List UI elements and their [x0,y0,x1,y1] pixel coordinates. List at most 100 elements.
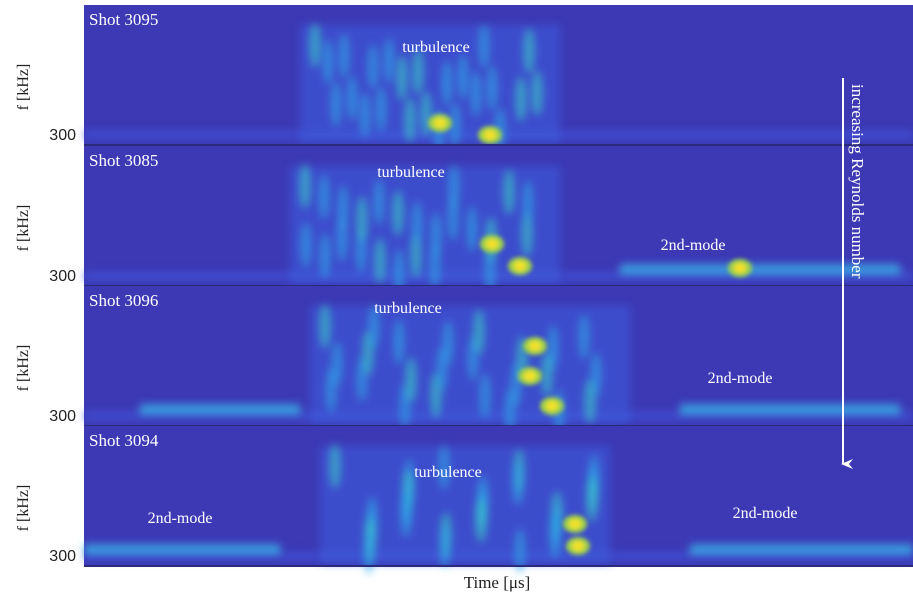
annotation: turbulence [414,464,482,481]
turbulence-streak [480,374,490,418]
y-axis-label: f [kHz] [15,205,32,252]
turbulence-streak [443,321,453,365]
y-tick-label: 300 [49,127,76,144]
hot-spot [529,341,541,351]
hot-spot [434,118,446,128]
turbulence-streak [458,55,468,99]
y-tick-label: 300 [49,268,76,285]
mode-band [140,404,300,414]
annotation: 2nd-mode [661,237,726,254]
panel: Shot 3096 turbulence 2nd-mode 300 f [kHz] [15,286,913,434]
shot-label: Shot 3096 [89,291,158,310]
turbulence-streak [474,310,484,354]
turbulence-streak [320,234,330,278]
turbulence-streak [347,76,357,120]
turbulence-streak [479,24,489,68]
hot-spot [514,261,526,271]
turbulence-streak [401,493,411,537]
turbulence-streak [369,305,379,349]
turbulence-streak [300,164,310,208]
hot-spots [428,114,502,144]
annotation: 2nd-mode [733,505,798,522]
turbulence-streak [504,170,514,214]
y-axis-label: f [kHz] [15,64,32,111]
annotation: turbulence [374,300,442,317]
turbulence-streak [524,29,534,73]
annotation: turbulence [402,39,470,56]
turbulence-streak [338,186,348,230]
y-tick-label: 300 [49,548,76,565]
arrow-label: increasing Reynolds number [848,84,867,279]
turbulence-streak [467,207,477,251]
y-tick-label: 300 [49,408,76,425]
turbulence-streak [523,181,533,225]
hot-spot [569,519,581,529]
turbulence-streak [412,202,422,246]
turbulence-streak [548,326,558,370]
hot-spot [484,130,496,140]
turbulence-streak [450,103,460,147]
hot-spots [518,337,564,415]
turbulence-streak [364,530,374,574]
hot-spot [572,541,584,551]
turbulence-streak [301,223,311,267]
spectrogram [84,304,913,434]
turbulence-streak [375,239,385,283]
shot-label: Shot 3094 [89,431,159,450]
turbulence-streak [394,250,404,294]
turbulence-streak [320,304,330,348]
turbulence-streak [376,87,386,131]
panel: Shot 3094 2nd-mode turbulence 2nd-mode 300 f … [15,426,913,574]
y-axis-label: f [kHz] [15,485,32,532]
mode-band [680,404,900,414]
annotation: 2nd-mode [148,510,213,527]
shot-label: Shot 3095 [89,10,158,29]
mode-band [620,264,900,274]
x-axis-label: Time [μs] [464,573,531,592]
turbulence-streak [339,34,349,78]
hot-spot [734,263,746,273]
turbulence-streak [405,98,415,142]
turbulence-streak [513,461,523,505]
spectrogram [84,444,913,574]
turbulence-streak [587,477,597,521]
mode-band [690,544,913,554]
turbulence-streak [487,66,497,110]
turbulence-streak [374,180,384,224]
turbulence-streak [440,524,450,568]
mode-band [84,544,280,554]
turbulence-streak [397,56,407,100]
turbulence-streak [357,197,367,241]
turbulence-streak [421,92,431,136]
hot-spots [563,515,590,555]
panel: Shot 3095 turbulence 300 f [kHz] [15,5,913,153]
turbulence-streak [331,82,341,126]
turbulence-streak [360,93,370,137]
hot-spot [524,371,536,381]
turbulence-streak [516,77,526,121]
turbulence-streak [310,23,320,67]
turbulence-streak [579,315,589,359]
turbulence-streak [515,529,525,573]
hot-spot [546,401,558,411]
annotation: turbulence [377,164,445,181]
shot-label: Shot 3085 [89,151,158,170]
turbulence-streak [431,213,441,257]
annotation: 2nd-mode [708,370,773,387]
turbulence-streak [323,40,333,84]
turbulence-streak [393,191,403,235]
turbulence-streak [330,444,340,488]
turbulence-streak [406,358,416,402]
turbulence-streak [471,72,481,116]
turbulence-streak [332,342,342,386]
turbulence-streak [439,445,449,489]
turbulence-streak [384,39,394,83]
turbulence-streak [394,320,404,364]
panel: Shot 3085 turbulence 2nd-mode 300 f [kHz] [15,146,913,294]
hot-spots [480,235,752,277]
turbulence-streak [319,175,329,219]
turbulence-streak [449,165,459,209]
turbulence-streak [591,353,601,397]
turbulence-streak [550,514,560,558]
